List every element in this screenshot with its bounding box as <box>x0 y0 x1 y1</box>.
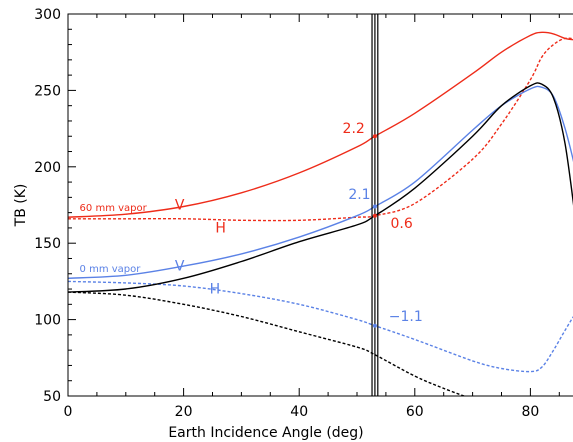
difference-annotation: 2.1 <box>348 187 370 203</box>
series-name-label: 60 mm vapor <box>80 203 148 214</box>
annotations: 2.2 2.1 0.6 −1.1 <box>343 121 423 325</box>
series-line-60-mm-vapor-v-solid <box>68 31 573 218</box>
series-name-label: H <box>210 282 221 298</box>
series-labels: 60 mm vapor V H 0 mm vapor V H <box>80 198 226 298</box>
markers-layer <box>372 134 377 328</box>
series-layer <box>68 31 573 396</box>
y-tick-label: 300 <box>34 7 61 23</box>
series-name-label: 0 mm vapor <box>80 264 142 275</box>
x-axis-ticks: 0 20 40 60 80 <box>64 14 560 420</box>
x-tick-label: 80 <box>521 404 539 420</box>
y-axis-ticks: 50 100 150 200 250 300 <box>34 7 76 405</box>
intersection-marker <box>372 213 377 218</box>
series-line-60-mm-vapor-h-dashed <box>68 37 573 222</box>
intersection-marker <box>372 323 377 328</box>
series-line-0-mm-vapor-h-dashed <box>68 280 573 373</box>
y-axis-label: TB (K) <box>13 184 29 228</box>
y-tick-label: 200 <box>34 160 61 176</box>
y-tick-label: 50 <box>43 389 61 405</box>
difference-annotation: −1.1 <box>389 309 423 325</box>
x-tick-label: 20 <box>175 404 193 420</box>
series-line-0-mm-vapor-v-solid <box>68 85 573 279</box>
difference-annotation: 0.6 <box>391 216 413 232</box>
y-tick-label: 100 <box>34 313 61 329</box>
intersection-marker <box>372 134 377 139</box>
x-tick-label: 60 <box>406 404 424 420</box>
series-name-label: V <box>175 198 185 214</box>
series-line-reference-line-solid <box>68 82 573 293</box>
intersection-marker <box>372 204 377 209</box>
x-axis-label: Earth Incidence Angle (deg) <box>168 425 363 441</box>
x-tick-label: 40 <box>290 404 308 420</box>
series-line-reference-line-dashed <box>68 291 467 396</box>
y-tick-label: 150 <box>34 236 61 252</box>
y-tick-label: 250 <box>34 83 61 99</box>
x-tick-label: 0 <box>64 404 73 420</box>
series-name-label: V <box>175 259 185 275</box>
series-name-label: H <box>215 221 226 237</box>
difference-annotation: 2.2 <box>343 121 365 137</box>
